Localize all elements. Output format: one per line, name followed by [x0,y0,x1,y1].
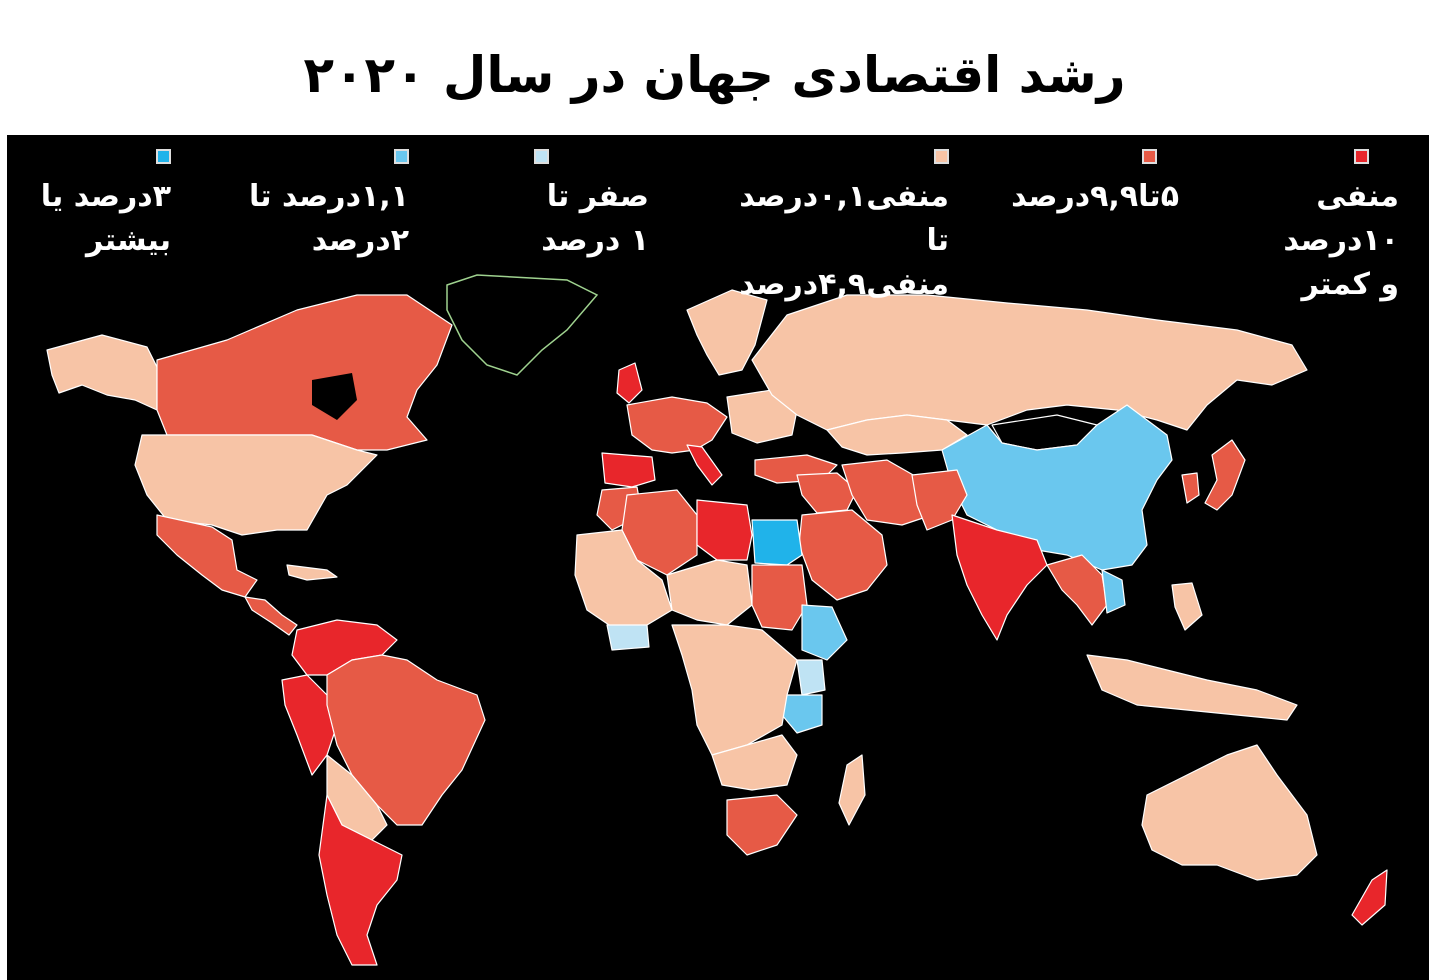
region-philippines [1171,582,1203,631]
region-russia [751,294,1308,431]
region-south-africa [726,794,798,856]
region-canada [156,294,453,451]
region-uk [616,362,643,404]
greenland [446,274,599,376]
region-central-africa [671,624,798,756]
legend-label: منفی۰,۱درصد تا منفی۴,۹درصد [739,179,949,302]
region-japan [1204,439,1246,511]
region-caribbean [286,564,338,581]
region-iran [841,459,933,526]
legend-swatch [156,149,171,164]
region-egypt [751,519,803,566]
region-ethiopia [801,604,848,661]
region-west-africa [574,529,673,628]
region-india [951,514,1048,641]
legend-swatch [534,149,549,164]
region-usa [134,434,378,536]
region-sudan [751,564,808,631]
region-southern-africa-north [711,734,798,791]
region-malaysia-indonesia [1086,654,1298,721]
legend-swatch [934,149,949,164]
legend-label: ۳درصد یا بیشتر [40,179,171,258]
region-kenya [796,659,826,696]
region-central-america [244,596,298,636]
legend-label: صفر تا ۱ درصد [541,179,649,258]
region-korea [1181,472,1200,504]
region-arabia [798,509,888,601]
map-title: رشد اقتصادی جهان در سال ۲۰۲۰ [303,46,1126,104]
region-brazil [326,654,486,826]
region-western-europe [626,396,728,454]
legend-swatch [1354,149,1369,164]
map-panel: منفی ۱۰درصد و کمتر ۵تا۹,۹درصد منفی۰,۱درص… [7,135,1429,980]
region-southeast-asia [1046,554,1108,626]
region-alaska [46,334,158,411]
title-bar: رشد اقتصادی جهان در سال ۲۰۲۰ [0,0,1429,132]
legend-label: ۵تا۹,۹درصد [1011,179,1179,214]
region-madagascar [838,754,866,826]
region-new-zealand [1351,869,1388,926]
region-italy [686,444,723,486]
region-australia [1141,744,1318,881]
hudson-bay [312,373,357,420]
legend-label: ۱,۱درصد تا ۲درصد [249,179,409,258]
region-tanzania [781,694,823,734]
region-iberia [601,452,656,488]
region-vietnam [1101,569,1126,614]
region-argentina-chile [318,794,403,966]
region-libya [696,499,753,561]
world-map [46,274,1388,966]
region-sahel [666,559,753,626]
legend-swatch [394,149,409,164]
region-ghana-ivory [606,624,650,651]
legend-swatch [1142,149,1157,164]
region-scandinavia [686,289,768,376]
legend-label: منفی ۱۰درصد و کمتر [1283,179,1399,302]
